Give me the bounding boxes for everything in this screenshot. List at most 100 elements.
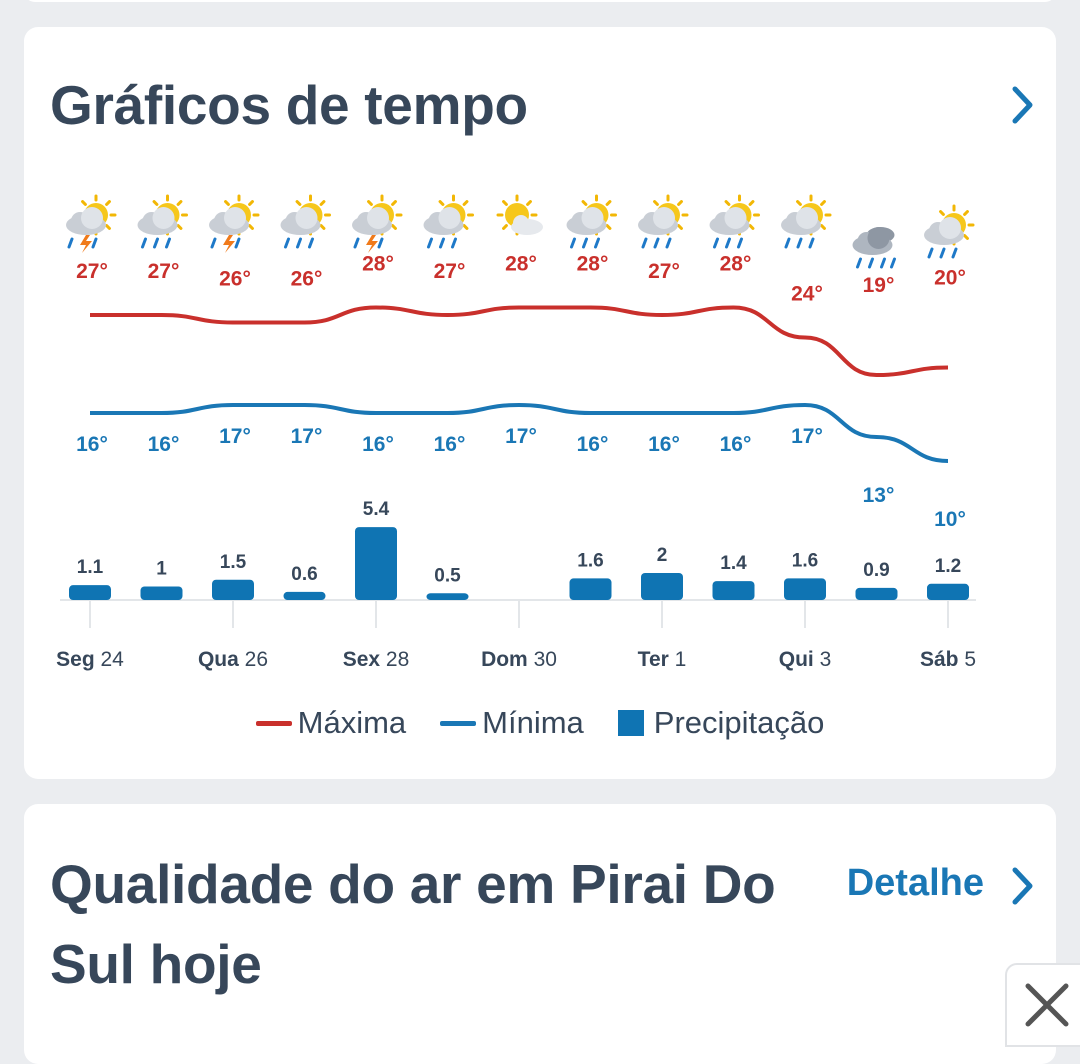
weather-charts-card: Gráficos de tempo 27° 16° 27° 16° 26° 17° 26° 1…	[24, 27, 1056, 779]
sun-cloud-storm-icon	[209, 194, 260, 253]
x-axis-weekday: Ter	[638, 648, 669, 671]
precip-label: 1.1	[77, 557, 104, 578]
sun-cloud-rain-icon	[423, 194, 474, 249]
air-quality-title: Qualidade do ar em Pirai Do Sul hoje	[50, 853, 776, 995]
x-axis-date: 26	[239, 648, 268, 671]
sun-cloud-rain-icon	[709, 194, 760, 249]
x-axis-weekday: Sex	[343, 648, 381, 671]
max-temp-line	[90, 305, 949, 378]
sun-cloud-rain-icon	[924, 204, 975, 259]
precip-label: 0.6	[291, 564, 317, 585]
max-temp-label: 28°	[362, 253, 394, 276]
precip-label: 0.5	[434, 565, 461, 586]
close-icon	[1025, 983, 1069, 1027]
precip-label: 2	[657, 545, 668, 566]
precip-label: 0.9	[863, 560, 889, 581]
x-axis-label: Ter 1	[638, 648, 687, 671]
precip-label: 1.6	[577, 550, 603, 571]
max-temp-label: 27°	[434, 260, 466, 283]
min-temp-label: 16°	[434, 433, 466, 456]
x-axis-date: 1	[669, 648, 687, 671]
x-axis-weekday: Dom	[481, 648, 528, 671]
legend-max-swatch	[255, 720, 292, 726]
cloud-rain-icon	[852, 227, 896, 269]
max-temp-label: 24°	[791, 283, 823, 306]
x-axis-date: 3	[814, 648, 832, 671]
x-axis-label: Dom 30	[481, 648, 557, 671]
precip-label: 1.5	[220, 552, 247, 573]
x-axis-date: 30	[528, 648, 557, 671]
precip-bar	[855, 587, 898, 600]
x-axis-weekday: Qua	[198, 648, 239, 671]
min-temp-label: 17°	[791, 425, 823, 448]
precip-bar	[426, 593, 469, 600]
max-temp-label: 28°	[720, 253, 752, 276]
legend-min[interactable]: Mínima	[440, 705, 584, 741]
sun-cloud-rain-icon	[638, 194, 689, 249]
max-temp-label: 26°	[219, 268, 251, 291]
x-axis-date: 28	[380, 648, 409, 671]
x-axis-label: Qua 26	[198, 648, 268, 671]
precip-bar	[641, 573, 683, 600]
x-axis-weekday: Seg	[56, 648, 95, 671]
max-temp-label: 19°	[863, 274, 895, 297]
min-temp-label: 16°	[76, 433, 108, 456]
max-temp-label: 26°	[291, 268, 323, 291]
chevron-right-icon[interactable]	[1008, 866, 1038, 906]
sun-cloud-storm-icon	[66, 194, 117, 253]
precip-bar	[69, 585, 111, 600]
min-temp-label: 17°	[505, 425, 537, 448]
precip-bar	[212, 579, 254, 600]
precip-bar	[283, 591, 326, 600]
max-temp-label: 27°	[76, 260, 108, 283]
weather-charts-title: Gráficos de tempo	[50, 74, 528, 136]
max-temp-label: 28°	[505, 253, 537, 276]
precip-bar	[355, 527, 397, 600]
chart-legend: Máxima Mínima Precipitação	[24, 705, 1056, 741]
legend-min-label: Mínima	[482, 705, 584, 740]
min-temp-line	[90, 402, 949, 463]
precip-bar	[784, 578, 826, 600]
legend-min-swatch	[440, 720, 477, 726]
air-quality-card: Qualidade do ar em Pirai Do Sul hoje Det…	[24, 804, 1056, 1064]
min-temp-label: 16°	[577, 433, 609, 456]
precip-label: 1	[156, 559, 167, 580]
min-temp-label: 16°	[362, 433, 394, 456]
x-axis-weekday: Sáb	[920, 648, 959, 671]
legend-precip-label: Precipitação	[653, 705, 825, 740]
sun-cloud-rain-icon	[280, 194, 331, 249]
min-temp-label: 17°	[291, 425, 323, 448]
x-axis-date: 24	[95, 648, 125, 671]
min-temp-label: 16°	[148, 433, 180, 456]
precip-label: 1.2	[935, 556, 961, 577]
sun-cloud-storm-icon	[352, 194, 403, 253]
precip-bar	[927, 583, 969, 600]
sun-cloud-rain-icon	[566, 194, 617, 249]
max-temp-label: 27°	[148, 260, 180, 283]
x-axis-label: Sáb 5	[920, 648, 976, 671]
max-temp-label: 20°	[934, 267, 966, 290]
min-temp-label: 10°	[934, 508, 966, 531]
precip-label: 1.6	[792, 550, 818, 571]
min-temp-label: 13°	[863, 484, 895, 507]
min-temp-label: 17°	[219, 425, 251, 448]
legend-precip[interactable]: Precipitação	[617, 705, 825, 741]
sun-cloud-rain-icon	[781, 194, 832, 249]
x-axis-date: 5	[959, 648, 977, 671]
legend-max[interactable]: Máxima	[255, 705, 406, 741]
detail-link[interactable]: Detalhe	[846, 862, 984, 904]
x-axis-label: Seg 24	[56, 648, 124, 671]
min-temp-label: 16°	[648, 433, 680, 456]
max-temp-label: 28°	[577, 253, 609, 276]
precip-bar	[712, 581, 755, 600]
precip-label: 1.4	[720, 553, 747, 574]
x-axis-label: Sex 28	[343, 648, 410, 671]
precip-bar	[140, 586, 183, 600]
legend-precip-swatch	[617, 710, 644, 736]
sun-cloud-rain-icon	[137, 194, 188, 249]
chevron-right-icon[interactable]	[1008, 85, 1038, 125]
max-temp-label: 27°	[648, 260, 680, 283]
close-ad-button[interactable]	[1005, 963, 1080, 1047]
precip-label: 5.4	[363, 499, 390, 520]
sun-cloud-icon	[496, 194, 543, 236]
